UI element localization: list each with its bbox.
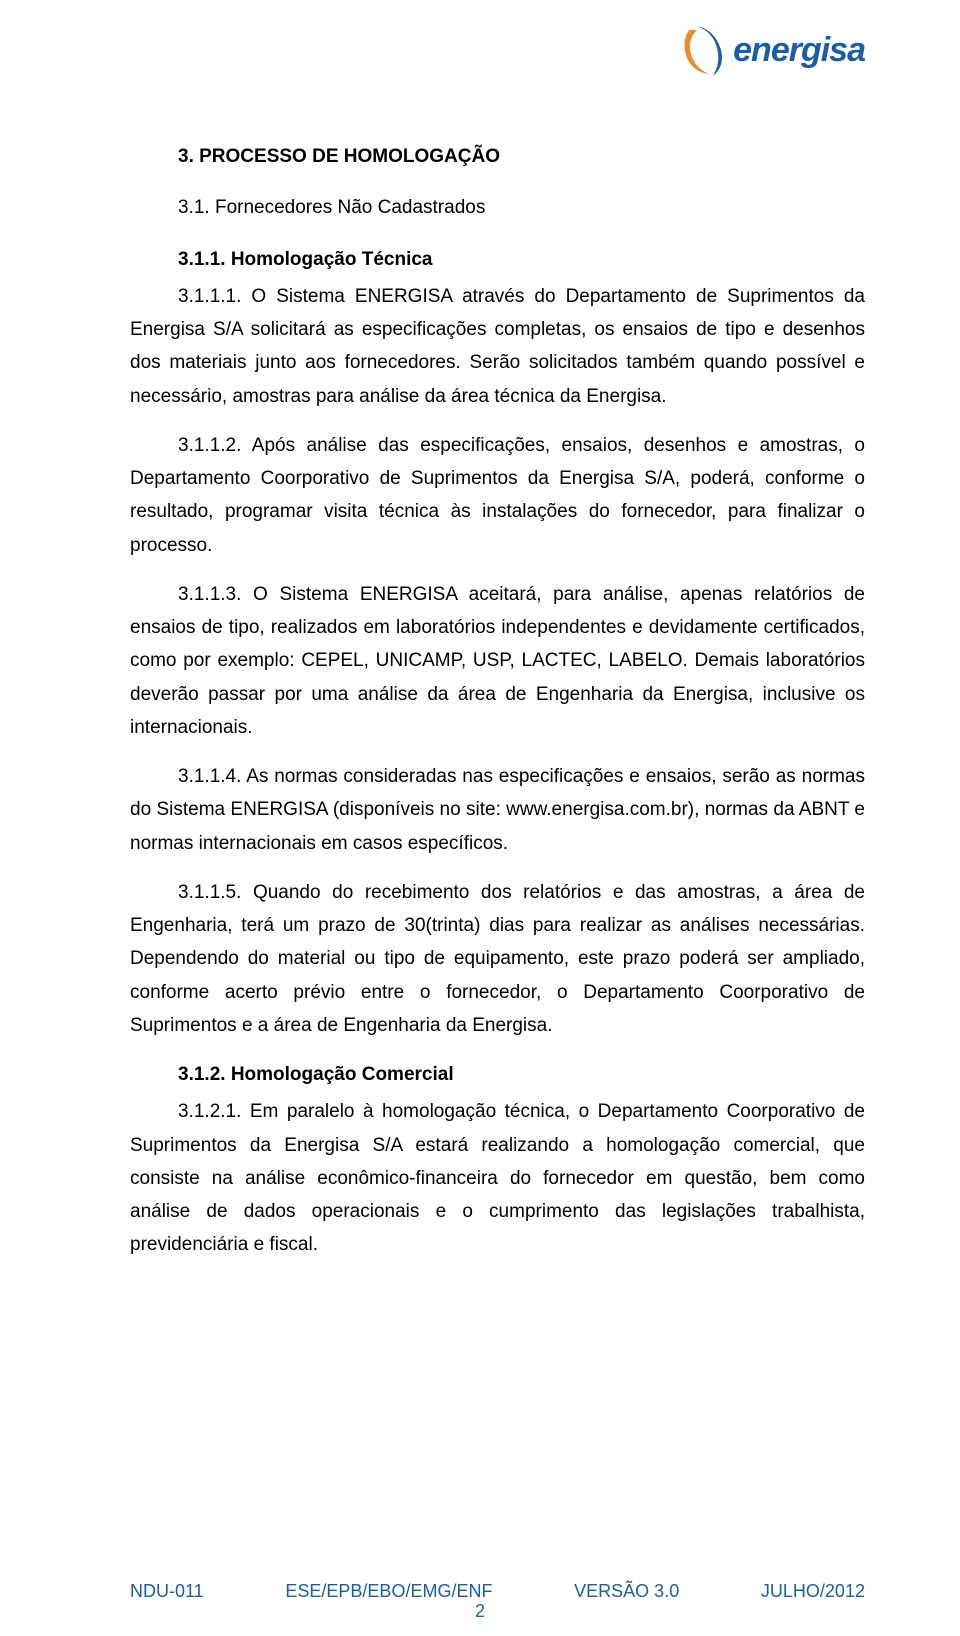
paragraph-3-1-1-3: 3.1.1.3. O Sistema ENERGISA aceitará, pa… [130,578,865,744]
heading-3-1-2: 3.1.2. Homologação Comercial [130,1058,865,1091]
paragraph-3-1-1-2: 3.1.1.2. Após análise das especificações… [130,429,865,562]
heading-3-1-1: 3.1.1. Homologação Técnica [130,243,865,276]
footer-center: ESE/EPB/EBO/EMG/ENF [285,1581,492,1602]
paragraph-3-1-2-1: 3.1.2.1. Em paralelo à homologação técni… [130,1095,865,1261]
paragraph-3-1-1-1: 3.1.1.1. O Sistema ENERGISA através do D… [130,280,865,413]
heading-3: 3. PROCESSO DE HOMOLOGAÇÃO [130,140,865,173]
paragraph-3-1-1-4: 3.1.1.4. As normas consideradas nas espe… [130,760,865,860]
paragraph-3-1-1-5: 3.1.1.5. Quando do recebimento dos relat… [130,876,865,1042]
page-footer: NDU-011 ESE/EPB/EBO/EMG/ENF VERSÃO 3.0 J… [130,1581,865,1602]
energisa-icon [677,22,725,78]
footer-version: VERSÃO 3.0 [574,1581,679,1602]
page-number: 2 [0,1601,960,1622]
heading-3-1: 3.1. Fornecedores Não Cadastrados [130,191,865,224]
document-body: 3. PROCESSO DE HOMOLOGAÇÃO 3.1. Forneced… [130,30,865,1262]
logo-wordmark: energisa [733,31,865,70]
footer-date: JULHO/2012 [761,1581,865,1602]
footer-doc-id: NDU-011 [130,1581,204,1602]
brand-logo: energisa [677,22,865,78]
